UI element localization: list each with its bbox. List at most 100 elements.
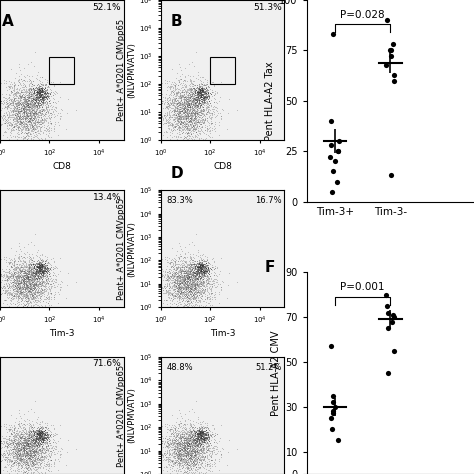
Point	[166, 83, 174, 91]
Point	[44, 441, 51, 449]
Point	[171, 292, 179, 300]
Point	[36, 428, 43, 436]
Point	[26, 117, 33, 125]
Point	[181, 438, 188, 445]
Point	[165, 84, 173, 91]
Point	[161, 437, 169, 444]
Point	[163, 77, 171, 84]
Point	[168, 294, 175, 301]
Point	[7, 111, 15, 118]
Point	[41, 264, 48, 271]
Point	[171, 459, 179, 467]
Point	[173, 439, 181, 447]
Point	[178, 465, 185, 472]
Point	[176, 276, 184, 283]
Point	[174, 267, 182, 274]
Point	[37, 271, 45, 278]
Point	[27, 99, 34, 107]
Point	[28, 445, 36, 452]
Point	[163, 80, 171, 87]
Point	[28, 103, 36, 110]
Point	[17, 458, 25, 465]
Point	[17, 122, 25, 129]
Point	[20, 456, 27, 464]
Point	[196, 284, 203, 292]
Point	[175, 445, 182, 452]
Point	[33, 263, 40, 271]
Point	[175, 443, 183, 450]
Point	[24, 462, 32, 469]
Point	[190, 427, 197, 434]
Point	[195, 303, 203, 310]
Point	[199, 137, 206, 144]
Point	[38, 83, 46, 91]
Point	[186, 453, 193, 461]
Point	[189, 292, 196, 300]
Point	[198, 92, 205, 100]
Point	[180, 269, 188, 277]
Point	[22, 275, 29, 283]
Point	[174, 470, 182, 474]
Point	[179, 296, 187, 304]
Point	[179, 128, 186, 136]
Point	[196, 260, 203, 268]
Point	[187, 431, 194, 439]
Point	[22, 291, 29, 299]
Point	[0, 272, 5, 280]
Point	[34, 92, 42, 100]
Point	[166, 121, 174, 129]
Point	[199, 115, 206, 123]
Point	[35, 451, 42, 458]
Point	[196, 470, 204, 474]
Point	[183, 465, 191, 472]
Point	[170, 118, 178, 126]
Point	[176, 73, 183, 80]
Point	[200, 438, 207, 446]
Point	[185, 437, 193, 444]
Point	[23, 103, 30, 110]
Point	[174, 445, 182, 452]
Point	[37, 441, 45, 448]
Point	[0, 113, 5, 121]
Point	[191, 447, 199, 455]
Point	[177, 266, 185, 273]
Point	[179, 461, 187, 469]
Point	[191, 452, 198, 459]
Point	[1, 463, 9, 470]
Point	[182, 430, 190, 438]
Point	[41, 285, 48, 293]
Point	[6, 83, 13, 91]
Point	[176, 108, 184, 115]
Point	[157, 290, 165, 298]
Point	[173, 105, 181, 113]
Point	[30, 457, 38, 465]
Point	[184, 444, 191, 452]
Point	[176, 126, 183, 134]
Point	[27, 442, 35, 449]
Point	[172, 432, 180, 439]
Point	[199, 73, 207, 81]
Point	[180, 461, 188, 468]
Point	[39, 431, 47, 439]
Point	[19, 105, 27, 112]
Point	[38, 272, 46, 279]
Point	[31, 440, 39, 448]
Point	[10, 458, 18, 465]
Point	[14, 272, 22, 280]
Point	[208, 120, 215, 128]
Point	[22, 113, 30, 120]
Point	[34, 423, 42, 431]
Point	[187, 123, 195, 130]
Point	[34, 88, 42, 96]
Point	[18, 439, 25, 447]
Point	[31, 457, 39, 465]
Point	[13, 123, 21, 130]
Point	[44, 88, 51, 95]
Point	[176, 465, 184, 473]
Point	[200, 435, 207, 443]
Point	[21, 274, 28, 282]
Point	[24, 266, 31, 273]
Point	[32, 271, 40, 279]
Point	[16, 446, 24, 454]
Point	[171, 452, 178, 459]
